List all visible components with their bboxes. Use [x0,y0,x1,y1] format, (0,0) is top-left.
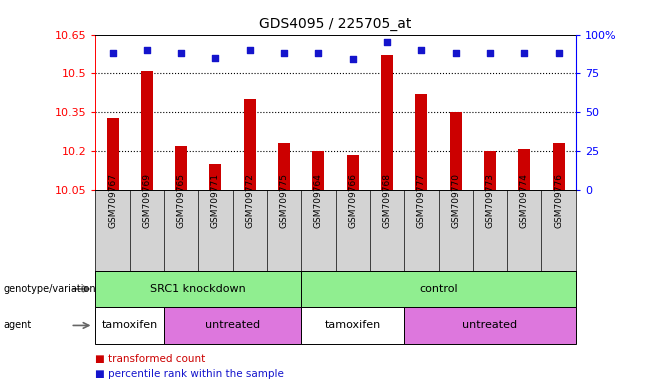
Bar [107,118,118,190]
Bar [381,55,393,190]
Point [176,50,186,56]
Point [485,50,495,56]
Bar [278,143,290,190]
Text: GSM709775: GSM709775 [280,174,289,228]
Point [107,50,118,56]
Bar [553,143,565,190]
Text: GSM709767: GSM709767 [108,174,117,228]
Point [245,47,255,53]
Text: control: control [419,284,458,294]
Point [313,50,324,56]
Point [382,39,392,45]
Point [416,47,426,53]
Point [519,50,530,56]
Bar [449,113,462,190]
Text: GSM709768: GSM709768 [382,174,392,228]
Point [347,56,358,63]
Text: GSM709776: GSM709776 [554,174,563,228]
Point [211,55,221,61]
Text: ■ percentile rank within the sample: ■ percentile rank within the sample [95,369,284,379]
Text: GSM709774: GSM709774 [520,174,529,228]
Bar [175,146,187,190]
Bar [347,155,359,190]
Text: tamoxifen: tamoxifen [324,320,381,331]
Text: agent: agent [3,320,32,331]
Bar [209,164,222,190]
Bar [415,94,427,190]
Title: GDS4095 / 225705_at: GDS4095 / 225705_at [259,17,412,31]
Text: ■ transformed count: ■ transformed count [95,354,206,364]
Text: untreated: untreated [463,320,518,331]
Text: GSM709773: GSM709773 [486,174,494,228]
Text: GSM709765: GSM709765 [177,174,186,228]
Text: GSM709764: GSM709764 [314,174,323,228]
Point [451,50,461,56]
Point [279,50,290,56]
Text: tamoxifen: tamoxifen [101,320,158,331]
Point [141,47,152,53]
Bar [519,149,530,190]
Text: GSM709771: GSM709771 [211,174,220,228]
Text: GSM709772: GSM709772 [245,174,254,228]
Text: GSM709770: GSM709770 [451,174,460,228]
Text: GSM709777: GSM709777 [417,174,426,228]
Text: GSM709766: GSM709766 [348,174,357,228]
Bar [313,151,324,190]
Text: genotype/variation: genotype/variation [3,284,96,294]
Bar [484,151,496,190]
Bar [141,71,153,190]
Bar [244,99,256,190]
Point [553,50,564,56]
Text: SRC1 knockdown: SRC1 knockdown [151,284,246,294]
Text: untreated: untreated [205,320,260,331]
Text: GSM709769: GSM709769 [142,174,151,228]
